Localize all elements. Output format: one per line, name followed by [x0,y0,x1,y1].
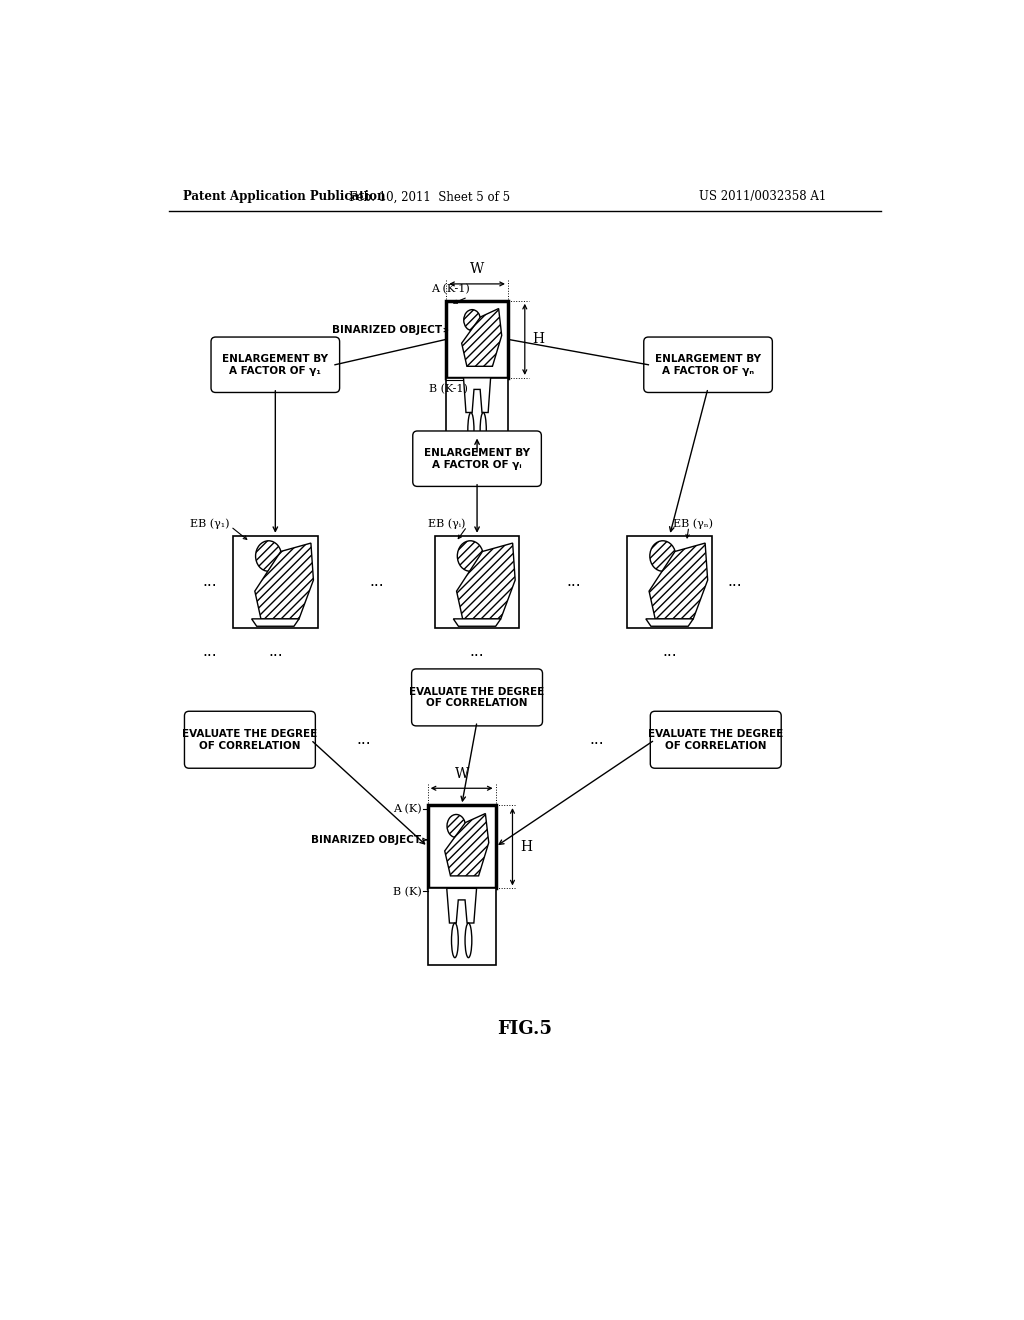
Text: Feb. 10, 2011  Sheet 5 of 5: Feb. 10, 2011 Sheet 5 of 5 [349,190,510,203]
Text: ...: ... [268,644,283,659]
Text: ...: ... [566,574,581,590]
Bar [446,378,508,455]
Text: EVALUATE THE DEGREE
OF CORRELATION: EVALUATE THE DEGREE OF CORRELATION [182,729,317,751]
Text: H: H [532,333,545,346]
Bar [428,805,496,888]
Ellipse shape [650,541,676,572]
Text: BINARIZED OBJECT: BINARIZED OBJECT [311,834,422,845]
Text: A (K): A (K) [393,804,422,814]
Polygon shape [462,309,502,367]
Text: B (K-1): B (K-1) [429,384,468,395]
Text: ...: ... [356,733,371,747]
Text: ...: ... [203,644,217,659]
Bar [233,536,317,628]
Text: ENLARGEMENT BY
A FACTOR OF γₙ: ENLARGEMENT BY A FACTOR OF γₙ [655,354,761,376]
Text: Patent Application Publication: Patent Application Publication [183,190,385,203]
Text: A (K-1): A (K-1) [431,284,469,294]
Polygon shape [252,619,299,626]
Text: H: H [520,840,532,854]
Ellipse shape [256,541,282,572]
Ellipse shape [480,412,486,447]
Text: ENLARGEMENT BY
A FACTOR OF γ₁: ENLARGEMENT BY A FACTOR OF γ₁ [222,354,329,376]
Ellipse shape [452,923,459,958]
Polygon shape [457,543,515,619]
Text: ...: ... [203,574,217,590]
Text: EVALUATE THE DEGREE
OF CORRELATION: EVALUATE THE DEGREE OF CORRELATION [648,729,783,751]
Text: EB (γₙ): EB (γₙ) [674,519,714,529]
Bar [435,536,519,628]
FancyBboxPatch shape [211,337,340,392]
Ellipse shape [447,814,466,837]
Polygon shape [255,543,313,619]
Text: B (K): B (K) [393,887,422,898]
Polygon shape [444,813,488,876]
Text: US 2011/0032358 A1: US 2011/0032358 A1 [698,190,826,203]
Bar [628,536,712,628]
Text: EVALUATE THE DEGREE
OF CORRELATION: EVALUATE THE DEGREE OF CORRELATION [410,686,545,709]
Text: ...: ... [369,574,384,590]
Polygon shape [646,619,693,626]
Text: BINARIZED OBJECT: BINARIZED OBJECT [332,325,442,335]
Ellipse shape [468,412,474,447]
Text: ENLARGEMENT BY
A FACTOR OF γᵢ: ENLARGEMENT BY A FACTOR OF γᵢ [424,447,530,470]
FancyBboxPatch shape [412,669,543,726]
Polygon shape [446,888,476,923]
Text: ...: ... [589,733,604,747]
FancyBboxPatch shape [413,430,542,487]
Ellipse shape [458,541,483,572]
Text: W: W [455,767,469,780]
FancyBboxPatch shape [644,337,772,392]
Polygon shape [464,378,490,412]
Text: W: W [470,263,484,276]
Ellipse shape [465,923,472,958]
FancyBboxPatch shape [184,711,315,768]
Text: ...: ... [470,644,484,659]
FancyBboxPatch shape [650,711,781,768]
Text: EB (γᵢ): EB (γᵢ) [428,519,466,529]
Text: EB (γ₁): EB (γ₁) [189,519,229,529]
Bar [428,888,496,965]
Bar [446,301,508,378]
Text: ...: ... [728,574,742,590]
Text: ...: ... [663,644,677,659]
Ellipse shape [464,310,480,330]
Polygon shape [649,543,708,619]
Text: FIG.5: FIG.5 [498,1019,552,1038]
Polygon shape [454,619,501,626]
